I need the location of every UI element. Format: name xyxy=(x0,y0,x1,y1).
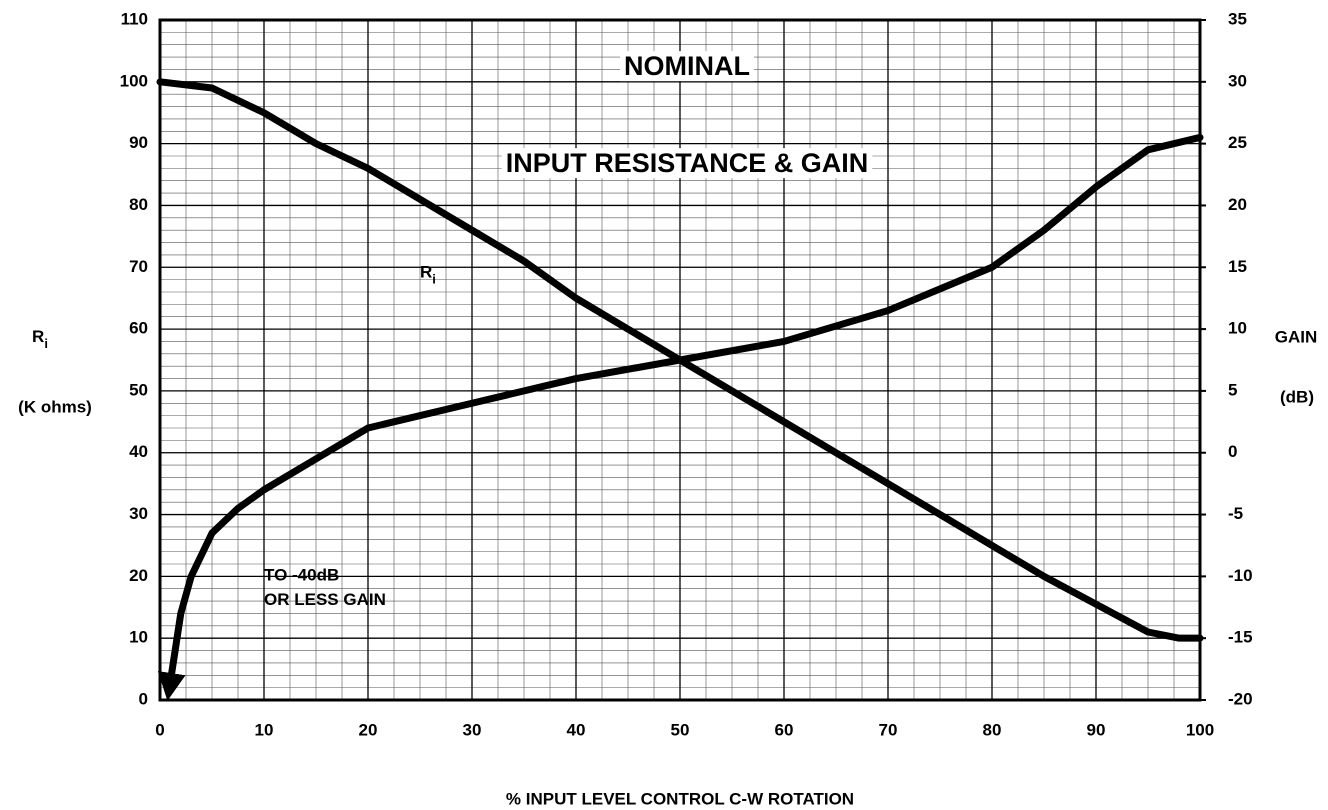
y-tick-label: 10 xyxy=(129,628,148,647)
annotation: TO -40dB xyxy=(264,566,339,585)
y2-tick-label: -5 xyxy=(1228,504,1243,523)
plot-frame xyxy=(158,18,1202,702)
y2-tick-label: -15 xyxy=(1228,628,1253,647)
chart-title-bg xyxy=(620,51,754,82)
y2-tick-label: 25 xyxy=(1228,133,1247,152)
y-tick-label: 110 xyxy=(121,9,148,28)
x-tick-label: 90 xyxy=(1087,720,1106,739)
y-tick-label: 30 xyxy=(129,504,148,523)
x-tick-label: 100 xyxy=(1186,720,1214,739)
x-tick-label: 30 xyxy=(463,720,482,739)
x-tick-label: 80 xyxy=(983,720,1002,739)
y2-tick-label: -10 xyxy=(1228,566,1253,585)
y-tick-label: 80 xyxy=(129,195,148,214)
x-tick-label: 0 xyxy=(155,720,164,739)
y-tick-label: 100 xyxy=(120,71,148,90)
y-axis-label-subscript: i xyxy=(44,336,48,351)
annotation-text: OR LESS GAIN xyxy=(264,591,386,610)
y-axis-label: Ri xyxy=(32,327,48,351)
y-axis-unit: (K ohms) xyxy=(18,397,92,416)
y2-tick-label: 35 xyxy=(1228,9,1247,28)
y-tick-label: 90 xyxy=(129,133,148,152)
y2-tick-label: 0 xyxy=(1228,442,1237,461)
annotation: OR LESS GAIN xyxy=(264,591,386,610)
y-tick-label: 40 xyxy=(129,442,148,461)
y2-axis-label: GAIN xyxy=(1275,327,1318,346)
chart-title: NOMINAL xyxy=(624,51,750,81)
y2-tick-label: -20 xyxy=(1228,689,1253,708)
x-tick-label: 40 xyxy=(567,720,586,739)
chart-title-group: NOMINAL xyxy=(620,51,754,82)
y2-tick-label: 15 xyxy=(1228,257,1247,276)
x-tick-label: 70 xyxy=(879,720,898,739)
annotation-subscript: i xyxy=(432,272,436,287)
y-tick-label: 60 xyxy=(129,319,148,338)
y2-tick-label: 5 xyxy=(1228,380,1237,399)
y-axis-label-symbol: R xyxy=(32,327,44,346)
x-tick-label: 50 xyxy=(671,720,690,739)
annotation: Ri xyxy=(420,263,436,287)
y2-tick-label: 10 xyxy=(1228,319,1247,338)
series-line xyxy=(156,78,1204,642)
x-tick-label: 20 xyxy=(359,720,378,739)
chart-subtitle: INPUT RESISTANCE & GAIN xyxy=(506,148,869,178)
chart-subtitle-bg xyxy=(501,148,873,179)
chart-subtitle-group: INPUT RESISTANCE & GAIN xyxy=(501,148,873,179)
x-tick-label: 60 xyxy=(775,720,794,739)
series-line xyxy=(157,133,1204,701)
x-axis-label: % INPUT LEVEL CONTROL C-W ROTATION xyxy=(506,789,854,808)
y-tick-label: 0 xyxy=(139,689,148,708)
annotation-text: R xyxy=(420,263,432,282)
y2-axis-unit: (dB) xyxy=(1280,387,1314,406)
annotation-text: TO -40dB xyxy=(264,566,339,585)
y-tick-label: 20 xyxy=(129,566,148,585)
y2-tick-label: 20 xyxy=(1228,195,1247,214)
y-tick-label: 50 xyxy=(129,380,148,399)
y-tick-label: 70 xyxy=(129,257,148,276)
x-tick-label: 10 xyxy=(255,720,274,739)
y2-tick-label: 30 xyxy=(1228,71,1247,90)
